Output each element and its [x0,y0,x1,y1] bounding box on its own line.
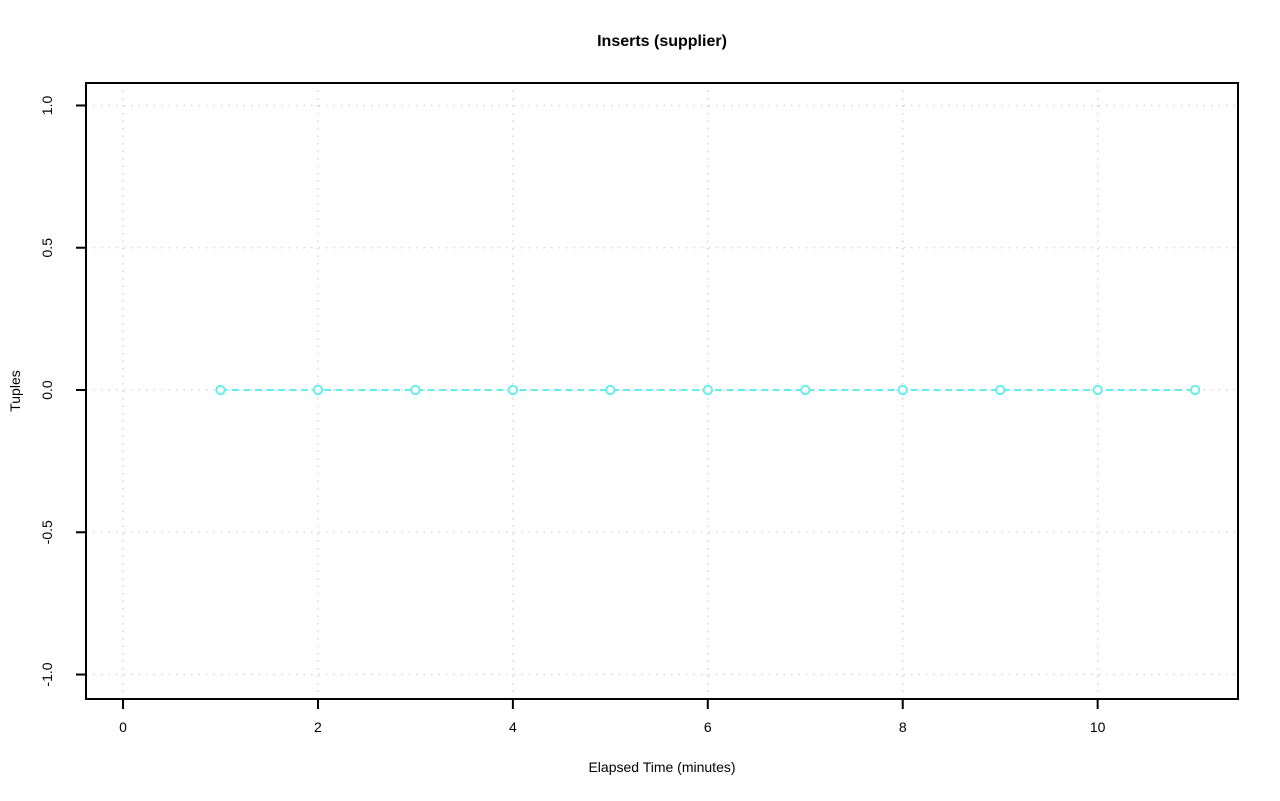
y-tick-label: -0.5 [39,520,55,544]
data-point [1092,384,1103,396]
y-tick-label: 1.0 [39,96,55,116]
x-tick-label: 8 [899,719,907,735]
x-tick-label: 6 [704,719,712,735]
x-tick-label: 10 [1090,719,1106,735]
data-point [702,384,713,396]
x-tick-label: 2 [314,719,322,735]
x-axis-label: Elapsed Time (minutes) [588,759,736,775]
y-tick-label: 0.5 [39,238,55,258]
data-point [312,384,324,396]
y-tick-label: -1.0 [39,662,55,686]
y-axis: -1.0 -0.5 0.0 0.5 1.0 [39,96,85,687]
data-series [215,384,1201,396]
data-point [897,384,908,396]
y-tick-label: 0.0 [39,380,55,400]
chart-title: Inserts (supplier) [597,33,727,50]
data-point [605,384,616,396]
data-point [1189,384,1201,396]
data-point [215,384,226,396]
data-point [800,384,811,396]
data-point [410,384,421,396]
data-point [995,384,1006,396]
x-tick-label: 4 [509,719,517,735]
y-axis-label: Tuples [7,370,23,412]
x-tick-label: 0 [119,719,127,735]
x-axis: 0 2 4 6 8 10 [119,700,1106,735]
plot-box [85,82,1239,700]
data-point [507,384,519,396]
